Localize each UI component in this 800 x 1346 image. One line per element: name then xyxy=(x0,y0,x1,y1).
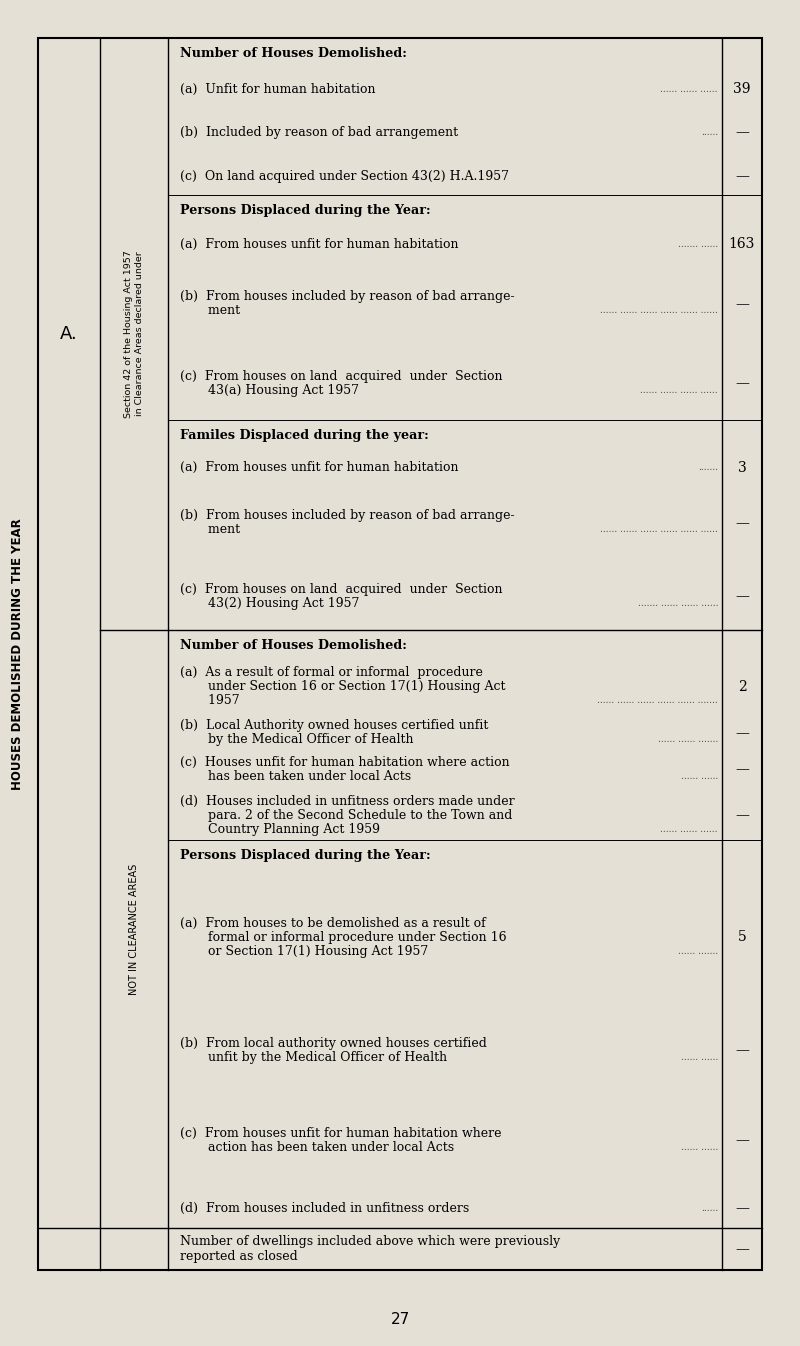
Text: or Section 17(1) Housing Act 1957: or Section 17(1) Housing Act 1957 xyxy=(180,945,428,957)
Text: ....... ...... ...... ......: ....... ...... ...... ...... xyxy=(638,599,718,607)
Text: ....... ......: ....... ...... xyxy=(678,240,718,249)
Text: —: — xyxy=(735,590,749,603)
Text: A.: A. xyxy=(60,324,78,343)
Text: —: — xyxy=(735,1201,749,1215)
Text: 43(a) Housing Act 1957: 43(a) Housing Act 1957 xyxy=(180,384,359,397)
Text: (c)  On land acquired under Section 43(2) H.A.1957: (c) On land acquired under Section 43(2)… xyxy=(180,170,509,183)
Text: 27: 27 xyxy=(390,1312,410,1327)
Text: ment: ment xyxy=(180,524,240,536)
Text: 163: 163 xyxy=(729,237,755,252)
Text: NOT IN CLEARANCE AREAS: NOT IN CLEARANCE AREAS xyxy=(129,863,139,995)
Text: 43(2) Housing Act 1957: 43(2) Housing Act 1957 xyxy=(180,596,359,610)
Text: —: — xyxy=(735,808,749,822)
Text: (a)  As a result of formal or informal  procedure: (a) As a result of formal or informal pr… xyxy=(180,666,483,680)
Text: ...... ......: ...... ...... xyxy=(681,1143,718,1152)
Text: Country Planning Act 1959: Country Planning Act 1959 xyxy=(180,822,380,836)
Text: (b)  Local Authority owned houses certified unfit: (b) Local Authority owned houses certifi… xyxy=(180,719,488,732)
Text: Section 42 of the Housing Act 1957
in Clearance Areas declared under: Section 42 of the Housing Act 1957 in Cl… xyxy=(124,250,144,417)
Text: 2: 2 xyxy=(738,680,746,693)
Text: ...... ...... ...... ......: ...... ...... ...... ...... xyxy=(640,385,718,394)
Text: (b)  From houses included by reason of bad arrange-: (b) From houses included by reason of ba… xyxy=(180,291,514,303)
Text: —: — xyxy=(735,296,749,311)
Text: Persons Displaced during the Year:: Persons Displaced during the Year: xyxy=(180,203,430,217)
Text: ...... ......: ...... ...... xyxy=(681,771,718,781)
Text: Number of Houses Demolished:: Number of Houses Demolished: xyxy=(180,47,407,59)
Text: (d)  From houses included in unfitness orders: (d) From houses included in unfitness or… xyxy=(180,1202,470,1214)
Text: ment: ment xyxy=(180,304,240,318)
Text: (c)  From houses on land  acquired  under  Section: (c) From houses on land acquired under S… xyxy=(180,583,502,596)
Text: —: — xyxy=(735,125,749,140)
Text: Number of Houses Demolished:: Number of Houses Demolished: xyxy=(180,639,407,651)
Text: (b)  From houses included by reason of bad arrange-: (b) From houses included by reason of ba… xyxy=(180,509,514,522)
Text: action has been taken under local Acts: action has been taken under local Acts xyxy=(180,1141,454,1154)
Text: (a)  From houses to be demolished as a result of: (a) From houses to be demolished as a re… xyxy=(180,917,486,930)
Text: formal or informal procedure under Section 16: formal or informal procedure under Secti… xyxy=(180,930,506,944)
Text: Persons Displaced during the Year:: Persons Displaced during the Year: xyxy=(180,849,430,861)
Text: 5: 5 xyxy=(738,930,746,944)
Text: (a)  From houses unfit for human habitation: (a) From houses unfit for human habitati… xyxy=(180,238,458,250)
Text: ...... ...... ...... ...... ...... .......: ...... ...... ...... ...... ...... .....… xyxy=(598,696,718,705)
Text: by the Medical Officer of Health: by the Medical Officer of Health xyxy=(180,734,414,746)
Text: Familes Displaced during the year:: Familes Displaced during the year: xyxy=(180,429,429,441)
Text: Number of dwellings included above which were previously
reported as closed: Number of dwellings included above which… xyxy=(180,1236,560,1263)
Text: unfit by the Medical Officer of Health: unfit by the Medical Officer of Health xyxy=(180,1050,447,1063)
Text: 3: 3 xyxy=(738,460,746,475)
Text: 39: 39 xyxy=(734,82,750,96)
Text: ...... ...... ......: ...... ...... ...... xyxy=(661,85,718,93)
Text: para. 2 of the Second Schedule to the Town and: para. 2 of the Second Schedule to the To… xyxy=(180,809,512,822)
Text: (a)  From houses unfit for human habitation: (a) From houses unfit for human habitati… xyxy=(180,462,458,474)
Text: —: — xyxy=(735,516,749,530)
Text: ...... ...... ......: ...... ...... ...... xyxy=(661,825,718,833)
Text: —: — xyxy=(735,762,749,777)
Text: ...... ...... ...... ...... ...... ......: ...... ...... ...... ...... ...... .....… xyxy=(600,525,718,534)
Text: ...... .......: ...... ....... xyxy=(678,946,718,956)
Text: —: — xyxy=(735,1133,749,1147)
Text: —: — xyxy=(735,170,749,183)
Text: —: — xyxy=(735,376,749,390)
Text: —: — xyxy=(735,1242,749,1256)
Text: (c)  From houses unfit for human habitation where: (c) From houses unfit for human habitati… xyxy=(180,1127,502,1140)
Text: under Section 16 or Section 17(1) Housing Act: under Section 16 or Section 17(1) Housin… xyxy=(180,680,506,693)
Text: ......: ...... xyxy=(701,1203,718,1213)
Text: 1957: 1957 xyxy=(180,695,240,707)
Text: (c)  Houses unfit for human habitation where action: (c) Houses unfit for human habitation wh… xyxy=(180,756,510,769)
Text: ...... ......: ...... ...... xyxy=(681,1053,718,1062)
Text: ......: ...... xyxy=(701,128,718,137)
Text: HOUSES DEMOLISHED DURING THE YEAR: HOUSES DEMOLISHED DURING THE YEAR xyxy=(11,518,25,790)
Text: (d)  Houses included in unfitness orders made under: (d) Houses included in unfitness orders … xyxy=(180,795,514,808)
Text: ...... ...... .......: ...... ...... ....... xyxy=(658,735,718,744)
Text: (c)  From houses on land  acquired  under  Section: (c) From houses on land acquired under S… xyxy=(180,370,502,382)
Text: .......: ....... xyxy=(698,463,718,472)
Text: (b)  Included by reason of bad arrangement: (b) Included by reason of bad arrangemen… xyxy=(180,127,458,139)
Text: (a)  Unfit for human habitation: (a) Unfit for human habitation xyxy=(180,82,375,96)
Text: has been taken under local Acts: has been taken under local Acts xyxy=(180,770,411,783)
Text: —: — xyxy=(735,725,749,740)
Text: —: — xyxy=(735,1043,749,1057)
Text: ...... ...... ...... ...... ...... ......: ...... ...... ...... ...... ...... .....… xyxy=(600,306,718,315)
Text: (b)  From local authority owned houses certified: (b) From local authority owned houses ce… xyxy=(180,1036,487,1050)
